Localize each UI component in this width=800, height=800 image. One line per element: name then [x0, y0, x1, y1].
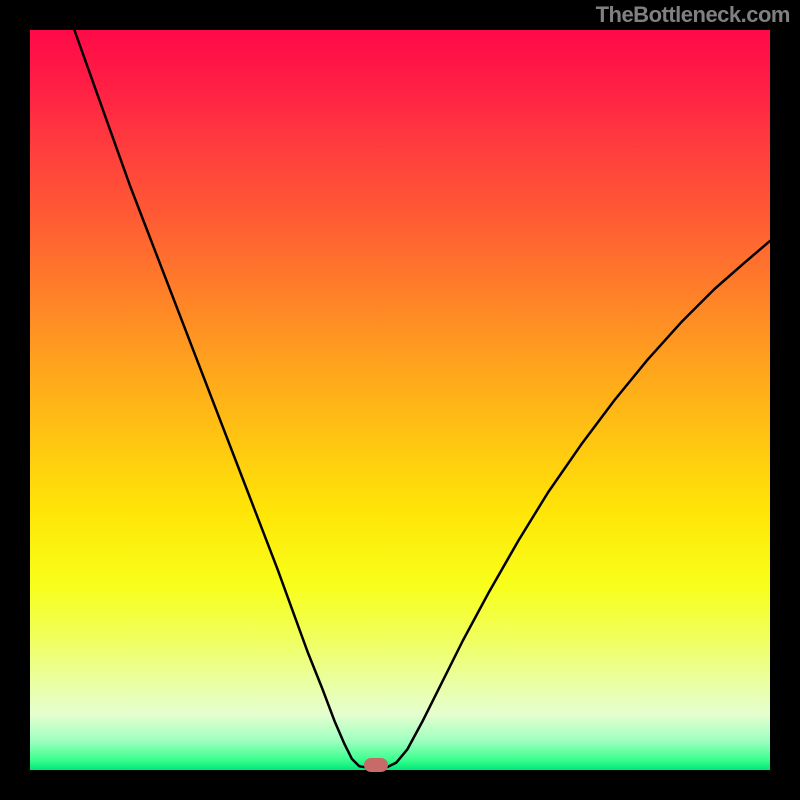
watermark-text: TheBottleneck.com	[596, 0, 800, 32]
chart-container: TheBottleneck.com	[0, 0, 800, 800]
plot-frame	[30, 30, 770, 770]
optimum-marker	[364, 758, 388, 772]
bottleneck-curve	[30, 30, 770, 770]
